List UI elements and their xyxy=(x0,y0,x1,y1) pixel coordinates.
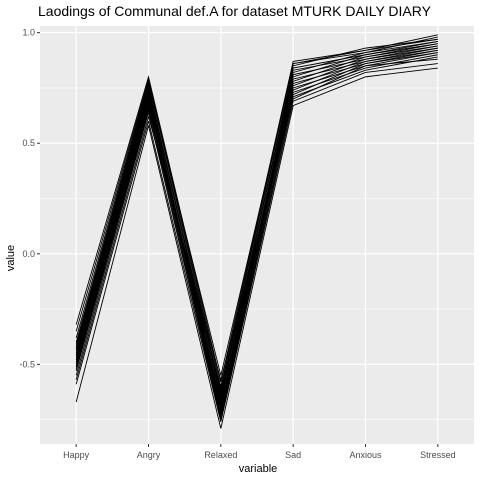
series-line-15 xyxy=(75,49,438,403)
y-tick-label: -0.5 xyxy=(19,359,35,369)
chart-title: Laodings of Communal def.A for dataset M… xyxy=(38,3,432,19)
x-tick-label: Happy xyxy=(63,450,90,460)
y-tick-label: 0.5 xyxy=(22,138,35,148)
x-tick-label: Angry xyxy=(137,450,161,460)
series-line-19 xyxy=(75,58,438,382)
x-tick-label: Sad xyxy=(285,450,301,460)
series-line-3 xyxy=(75,38,438,392)
series-lines xyxy=(75,34,438,429)
series-line-16 xyxy=(75,54,438,418)
x-tick-label: Relaxed xyxy=(204,450,237,460)
series-line-2 xyxy=(75,36,438,387)
x-tick-label: Anxious xyxy=(349,450,382,460)
y-tick-label: 0.0 xyxy=(22,249,35,259)
series-line-4 xyxy=(75,38,438,376)
x-axis: Happy Angry Relaxed Sad Anxious Stressed xyxy=(63,444,456,460)
x-axis-title: variable xyxy=(239,463,278,475)
series-line-20 xyxy=(75,63,438,422)
series-line-21 xyxy=(75,67,438,429)
y-axis: -0.5 0.0 0.5 1.0 xyxy=(19,28,40,369)
series-line-14 xyxy=(75,52,438,416)
series-line-18 xyxy=(75,56,438,420)
series-line-7 xyxy=(75,41,438,394)
y-axis-title: value xyxy=(5,245,17,271)
series-line-17 xyxy=(75,52,438,389)
y-tick-label: 1.0 xyxy=(22,28,35,38)
x-tick-label: Stressed xyxy=(420,450,456,460)
